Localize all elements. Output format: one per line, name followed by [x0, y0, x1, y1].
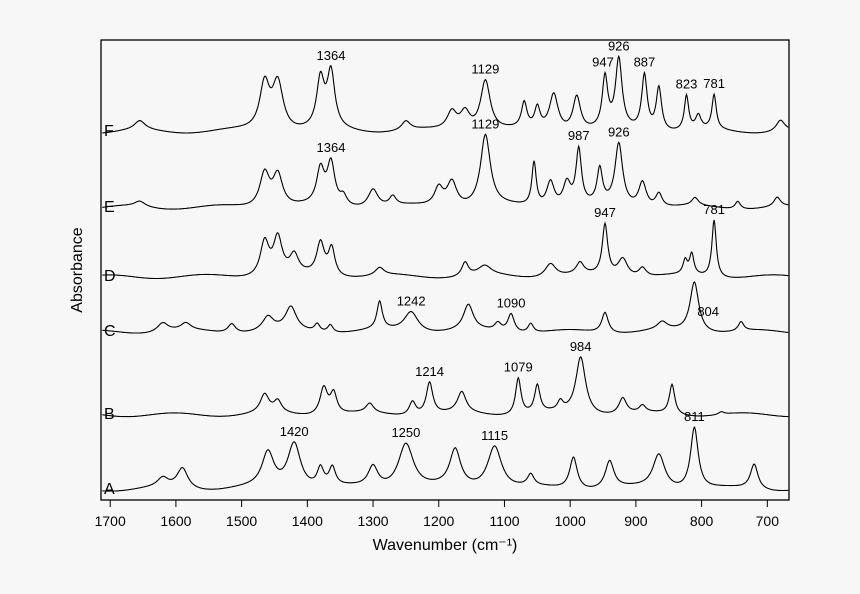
peak-annotation: 987 [568, 128, 590, 143]
x-tick-label: 800 [690, 513, 714, 529]
x-tick-label: 1400 [292, 513, 323, 529]
peak-annotation: 926 [608, 124, 630, 139]
x-tick-label: 1500 [226, 513, 257, 529]
series-label-F: F [104, 123, 114, 140]
peak-annotation: 1129 [471, 62, 499, 77]
spectrum-line-F [102, 54, 789, 134]
x-tick-label: 1100 [489, 513, 519, 529]
x-tick-label: 1600 [160, 513, 191, 529]
series-label-D: D [104, 268, 116, 285]
x-tick-label: 1700 [95, 513, 126, 529]
series-label-E: E [104, 199, 115, 216]
series-label-A: A [104, 481, 115, 498]
x-axis-label: Wavenumber (cm⁻¹) [373, 537, 518, 554]
peak-annotation: 804 [697, 304, 719, 319]
y-axis-label: Absorbance [69, 227, 86, 312]
peak-annotation: 811 [684, 409, 705, 424]
peak-annotation: 984 [570, 339, 592, 354]
x-tick-label: 900 [624, 513, 648, 529]
peak-annotation: 1250 [391, 425, 420, 440]
peak-annotation: 1079 [504, 360, 533, 375]
peak-annotation: 1090 [497, 295, 526, 310]
peak-annotation: 1115 [481, 428, 508, 443]
spectrum-line-C [102, 281, 789, 334]
spectrum-line-B [102, 356, 789, 418]
peak-annotation: 947 [592, 54, 614, 69]
peak-annotation: 781 [703, 76, 725, 91]
series-label-B: B [104, 406, 115, 423]
peak-annotation: 1129 [471, 116, 499, 131]
peak-annotation: 1242 [397, 294, 426, 309]
peak-annotation: 1364 [317, 140, 346, 155]
spectrum-line-E [102, 133, 789, 210]
peak-annotation: 947 [594, 205, 616, 220]
spectrum-line-D [102, 219, 789, 280]
peak-annotation: 1364 [317, 48, 346, 63]
peak-annotation: 887 [634, 55, 656, 70]
spectrum-line-A [102, 425, 789, 492]
peak-annotation: 823 [676, 77, 698, 92]
peak-annotation: 1214 [415, 364, 444, 379]
peak-annotation: 781 [703, 202, 725, 217]
x-tick-label: 1000 [555, 513, 586, 529]
x-tick-label: 1300 [357, 513, 388, 529]
peak-annotation: 926 [608, 38, 630, 53]
series-label-C: C [104, 323, 116, 340]
plot-frame [100, 39, 790, 501]
x-tick-label: 700 [756, 513, 780, 529]
peak-annotation: 1420 [280, 424, 309, 439]
x-tick-label: 1200 [423, 513, 454, 529]
